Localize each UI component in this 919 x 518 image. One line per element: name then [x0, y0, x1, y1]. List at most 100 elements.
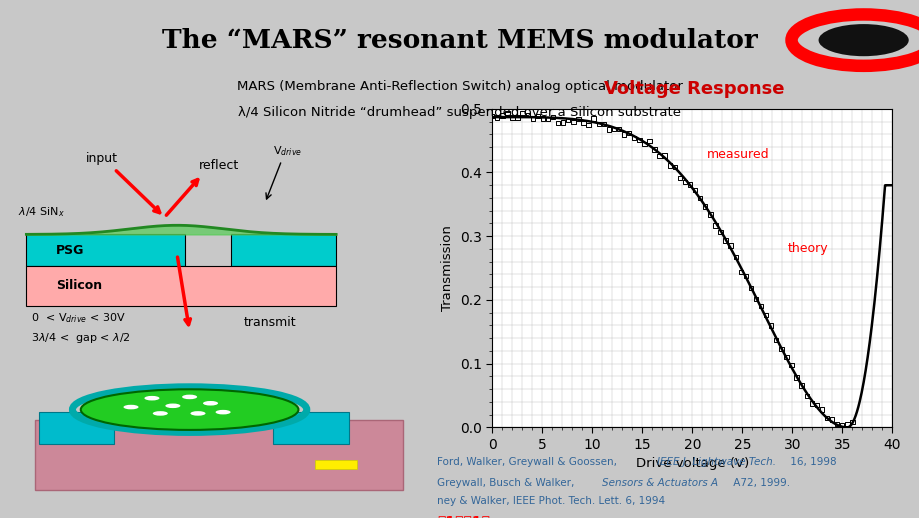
Circle shape [215, 410, 231, 414]
Point [748, 295, 763, 303]
Text: Greywall, Busch & Walker,: Greywall, Busch & Walker, [437, 478, 577, 487]
Bar [35, 420, 403, 490]
Point [738, 272, 753, 280]
Bar [27, 266, 335, 306]
Point [783, 361, 798, 369]
Text: measured: measured [707, 149, 769, 162]
Point [743, 284, 757, 292]
Point [575, 119, 590, 127]
Text: IEEE J. Lightwave Tech.: IEEE J. Lightwave Tech. [656, 457, 775, 467]
Point [753, 302, 767, 310]
Circle shape [165, 404, 180, 408]
Point [819, 414, 834, 422]
Point [520, 111, 535, 119]
Point [687, 185, 702, 194]
Point [510, 113, 525, 122]
Bar [232, 234, 335, 266]
Point [561, 116, 575, 124]
Circle shape [182, 395, 197, 399]
Point [555, 119, 570, 127]
Point [677, 178, 692, 186]
Text: ney & Walker, IEEE Phot. Tech. Lett. 6, 1994: ney & Walker, IEEE Phot. Tech. Lett. 6, … [437, 496, 664, 506]
Point [829, 420, 844, 428]
Text: 0  < V$_{drive}$ < 30V: 0 < V$_{drive}$ < 30V [30, 311, 125, 325]
Text: $\lambda$/4 SiN$_x$: $\lambda$/4 SiN$_x$ [18, 205, 64, 219]
Point [656, 151, 671, 160]
Point [515, 109, 529, 117]
Circle shape [203, 401, 218, 406]
Text: Silicon: Silicon [56, 279, 102, 292]
Point [758, 311, 773, 319]
Point [484, 112, 499, 120]
Point [813, 406, 828, 414]
Point [591, 120, 606, 128]
Circle shape [818, 24, 908, 56]
Point [611, 125, 626, 133]
Text: 16, 1998: 16, 1998 [786, 457, 835, 467]
Point [490, 113, 505, 122]
Point [712, 228, 727, 236]
Point [494, 111, 509, 120]
Point [809, 401, 823, 409]
Point [728, 253, 743, 261]
Text: V$_{drive}$: V$_{drive}$ [273, 145, 302, 159]
Text: λ/4 Silicon Nitride “drumhead” suspended over a Silicon substrate: λ/4 Silicon Nitride “drumhead” suspended… [238, 106, 681, 119]
Text: Voltage Response: Voltage Response [604, 80, 784, 98]
Bar [39, 412, 114, 444]
Point [662, 162, 676, 170]
Point [823, 415, 838, 424]
Bar [273, 412, 348, 444]
Point [793, 381, 808, 390]
Text: input: input [85, 152, 118, 165]
Text: PSG: PSG [56, 243, 84, 256]
Text: MARS (Membrane Anti-Reflection Switch) analog optical modulator: MARS (Membrane Anti-Reflection Switch) a… [237, 80, 682, 93]
Point [839, 420, 854, 428]
Text: reflect: reflect [199, 159, 239, 172]
Point [641, 137, 656, 145]
Point [799, 392, 813, 400]
Circle shape [123, 405, 139, 409]
Point [565, 118, 580, 126]
Point [763, 322, 777, 330]
Point [732, 268, 747, 276]
Point [718, 236, 732, 244]
Circle shape [190, 411, 205, 416]
Point [626, 134, 641, 142]
Point [667, 163, 682, 171]
Text: 3$\lambda$/4 <  gap < $\lambda$/2: 3$\lambda$/4 < gap < $\lambda$/2 [30, 332, 130, 346]
Point [692, 194, 707, 203]
Point [621, 128, 636, 137]
Text: theory: theory [787, 242, 827, 255]
Point [834, 421, 848, 429]
Point [500, 109, 515, 118]
Point [585, 114, 600, 123]
Point [540, 114, 555, 123]
Text: A72, 1999.: A72, 1999. [729, 478, 789, 487]
Point [768, 336, 783, 344]
Point [545, 113, 560, 121]
Point [652, 152, 666, 160]
Point [682, 180, 697, 189]
X-axis label: Drive voltage (V): Drive voltage (V) [635, 457, 748, 470]
Point [606, 125, 620, 133]
Point [530, 112, 545, 120]
Point [672, 174, 686, 182]
Point [581, 121, 596, 129]
Text: transmit: transmit [244, 315, 296, 328]
Point [631, 136, 646, 144]
Circle shape [153, 411, 167, 416]
Point [789, 373, 803, 382]
Point [698, 202, 712, 210]
Text: 第1页兦1页: 第1页兦1页 [437, 514, 490, 518]
Bar [315, 461, 357, 469]
Point [778, 353, 793, 361]
Point [845, 418, 859, 426]
Point [505, 113, 519, 122]
Point [571, 115, 585, 123]
Ellipse shape [81, 390, 298, 430]
Y-axis label: Transmission: Transmission [441, 225, 454, 311]
Point [550, 119, 565, 127]
Point [708, 222, 722, 230]
Point [596, 120, 610, 128]
Point [773, 345, 788, 353]
